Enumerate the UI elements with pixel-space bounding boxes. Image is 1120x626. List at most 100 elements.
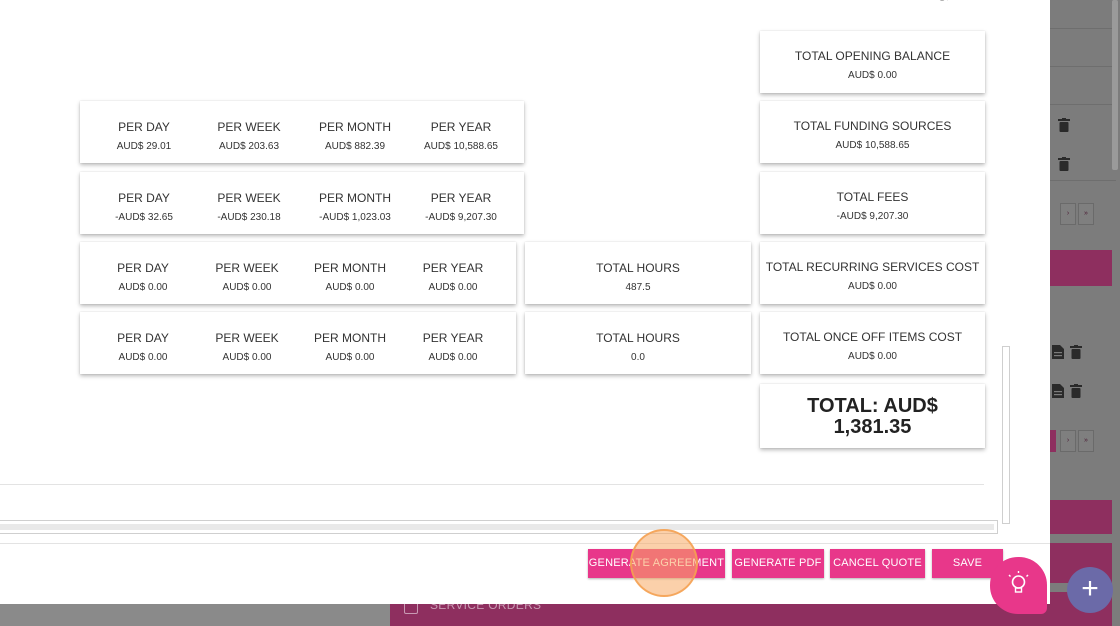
pager-last-button[interactable]: »	[1078, 203, 1094, 225]
total-fees-label: TOTAL FEES	[836, 190, 909, 204]
footer-divider	[0, 543, 1050, 544]
per-day-value: AUD$ 0.00	[118, 352, 168, 363]
grand-total: TOTAL: AUD$ 1,381.35	[760, 396, 985, 438]
document-icon[interactable]	[1052, 345, 1064, 359]
per-year-value: AUD$ 0.00	[428, 282, 478, 293]
per-day-value: AUD$ 29.01	[116, 141, 172, 152]
per-week-label: PER WEEK	[217, 120, 281, 134]
per-day-label: PER DAY	[117, 261, 169, 275]
total-hours-label: TOTAL HOURS	[596, 261, 680, 275]
per-day-cell: PER DAY AUD$ 0.00	[80, 312, 206, 374]
per-day-value: AUD$ 0.00	[118, 282, 168, 293]
grand-total-label: TOTAL: AUD$	[807, 395, 938, 417]
horizontal-scrollbar-thumb[interactable]	[0, 524, 994, 530]
click-indicator	[630, 529, 698, 597]
per-month-cell: PER MONTH -AUD$ 1,023.03	[294, 172, 416, 234]
per-month-cell: PER MONTH AUD$ 0.00	[289, 242, 411, 304]
per-month-value: -AUD$ 1,023.03	[319, 212, 391, 223]
per-year-value: -AUD$ 9,207.30	[425, 212, 497, 223]
per-week-value: -AUD$ 230.18	[217, 212, 281, 223]
per-year-label: PER YEAR	[430, 191, 492, 205]
total-opening-balance-label: TOTAL OPENING BALANCE	[794, 49, 951, 63]
per-month-cell: PER MONTH AUD$ 0.00	[289, 312, 411, 374]
total-funding-sources-value: AUD$ 10,588.65	[835, 140, 910, 151]
refresh-icon[interactable]	[932, 0, 950, 8]
per-month-label: PER MONTH	[319, 120, 391, 134]
bg-divider	[1050, 104, 1116, 105]
total-recurring-services-label: TOTAL RECURRING SERVICES COST	[765, 260, 980, 274]
per-year-value: AUD$ 0.00	[428, 352, 478, 363]
save-button[interactable]: SAVE	[932, 549, 1003, 578]
total-hours-value: 487.5	[625, 282, 651, 293]
total-hours-label: TOTAL HOURS	[596, 331, 680, 345]
trash-icon[interactable]	[1070, 345, 1082, 359]
bg-divider	[1050, 28, 1116, 29]
per-day-label: PER DAY	[118, 191, 170, 205]
per-month-label: PER MONTH	[319, 191, 391, 205]
total-once-off-items-label: TOTAL ONCE OFF ITEMS COST	[782, 330, 963, 344]
cancel-quote-button[interactable]: CANCEL QUOTE	[830, 549, 925, 578]
trash-icon[interactable]	[1070, 384, 1082, 398]
total-funding-sources-card: TOTAL FUNDING SOURCES AUD$ 10,588.65	[760, 101, 985, 163]
pager-last-button[interactable]: »	[1078, 430, 1094, 452]
per-year-label: PER YEAR	[422, 331, 484, 345]
plus-icon: +	[1081, 572, 1099, 605]
per-month-label: PER MONTH	[314, 261, 386, 275]
help-fab[interactable]	[990, 557, 1047, 614]
per-day-cell: PER DAY -AUD$ 32.65	[80, 172, 208, 234]
per-month-value: AUD$ 0.00	[325, 282, 375, 293]
pager-next-button[interactable]: ›	[1060, 430, 1076, 452]
horizontal-scrollbar[interactable]	[0, 520, 998, 534]
per-week-value: AUD$ 203.63	[218, 141, 280, 152]
total-hours-card: TOTAL HOURS 0.0	[525, 312, 751, 374]
per-week-label: PER WEEK	[217, 191, 281, 205]
per-week-value: AUD$ 0.00	[222, 352, 272, 363]
per-month-value: AUD$ 882.39	[324, 141, 386, 152]
per-year-cell: PER YEAR -AUD$ 9,207.30	[400, 172, 522, 234]
per-month-label: PER MONTH	[314, 331, 386, 345]
per-year-cell: PER YEAR AUD$ 0.00	[392, 242, 514, 304]
total-recurring-services-value: AUD$ 0.00	[848, 281, 897, 292]
per-year-cell: PER YEAR AUD$ 0.00	[392, 312, 514, 374]
total-hours-value: 0.0	[631, 352, 645, 363]
grand-total-card: TOTAL: AUD$ 1,381.35	[760, 384, 985, 448]
add-fab[interactable]: +	[1067, 567, 1113, 613]
total-opening-balance-value: AUD$ 0.00	[848, 70, 897, 81]
document-icon[interactable]	[1052, 384, 1064, 398]
per-day-cell: PER DAY AUD$ 29.01	[80, 101, 208, 163]
fees-rates-card: PER DAY -AUD$ 32.65 PER WEEK -AUD$ 230.1…	[80, 172, 524, 234]
divider	[0, 484, 984, 485]
per-week-label: PER WEEK	[215, 331, 279, 345]
lightbulb-icon	[1008, 571, 1029, 593]
total-opening-balance-card: TOTAL OPENING BALANCE AUD$ 0.00	[760, 31, 985, 93]
pager-next-button[interactable]: ›	[1060, 203, 1076, 225]
grand-total-value: 1,381.35	[833, 416, 912, 438]
per-year-value: AUD$ 10,588.65	[424, 141, 498, 152]
total-fees-card: TOTAL FEES -AUD$ 9,207.30	[760, 172, 985, 234]
vertical-scrollbar[interactable]	[1002, 346, 1010, 524]
per-week-cell: PER WEEK AUD$ 203.63	[188, 101, 310, 163]
trash-icon[interactable]	[1058, 118, 1070, 132]
bg-scrollbar[interactable]	[1112, 0, 1118, 170]
once-off-items-rates-card: PER DAY AUD$ 0.00 PER WEEK AUD$ 0.00 PER…	[80, 312, 516, 374]
total-recurring-services-card: TOTAL RECURRING SERVICES COST AUD$ 0.00	[760, 242, 985, 304]
per-week-label: PER WEEK	[215, 261, 279, 275]
per-week-cell: PER WEEK AUD$ 0.00	[186, 312, 308, 374]
per-year-label: PER YEAR	[422, 261, 484, 275]
per-day-cell: PER DAY AUD$ 0.00	[80, 242, 206, 304]
per-month-cell: PER MONTH AUD$ 882.39	[294, 101, 416, 163]
total-once-off-items-value: AUD$ 0.00	[848, 351, 897, 362]
per-week-cell: PER WEEK AUD$ 0.00	[186, 242, 308, 304]
trash-icon[interactable]	[1058, 157, 1070, 171]
total-fees-value: -AUD$ 9,207.30	[836, 211, 909, 222]
bg-divider	[1050, 66, 1116, 67]
per-day-label: PER DAY	[118, 120, 170, 134]
per-week-cell: PER WEEK -AUD$ 230.18	[188, 172, 310, 234]
generate-pdf-button[interactable]: GENERATE PDF	[732, 549, 824, 578]
bg-section-header	[1050, 250, 1112, 286]
total-once-off-items-card: TOTAL ONCE OFF ITEMS COST AUD$ 0.00	[760, 312, 985, 374]
total-hours-card: TOTAL HOURS 487.5	[525, 242, 751, 304]
per-day-value: -AUD$ 32.65	[115, 212, 173, 223]
bg-divider	[1050, 180, 1116, 181]
per-month-value: AUD$ 0.00	[325, 352, 375, 363]
